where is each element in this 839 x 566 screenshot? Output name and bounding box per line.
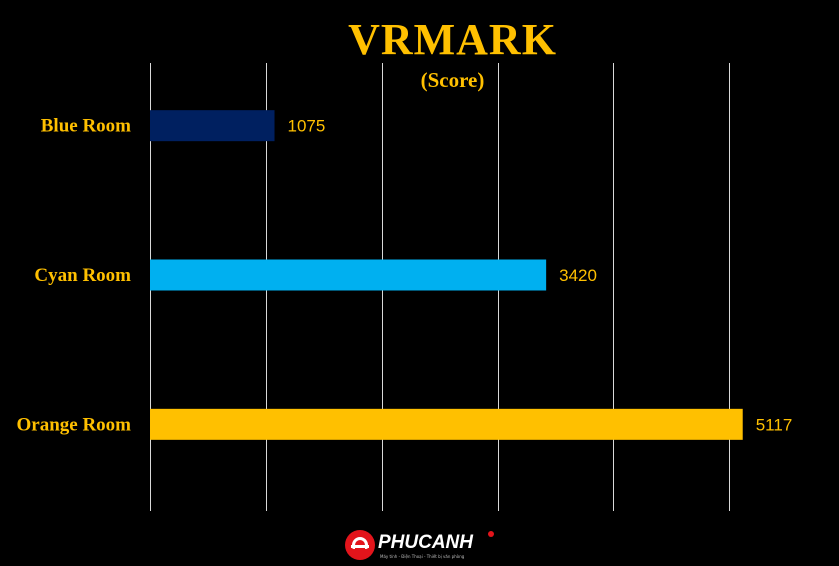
bars [150, 110, 743, 440]
bar-blue-room [150, 110, 275, 142]
bar-cyan-room [150, 259, 547, 291]
phucanh-logo: PHUCANH Máy tính - Điện Thoại - Thiết bị… [345, 530, 495, 562]
category-label: Orange Room [16, 414, 131, 435]
logo-wordmark: PHUCANH [378, 532, 473, 553]
data-label: 5117 [756, 415, 793, 434]
data-label: 1075 [288, 117, 326, 136]
chart-title: VRMARK [348, 15, 557, 64]
data-label: 3420 [559, 266, 597, 285]
chart-subtitle: (Score) [420, 68, 485, 92]
category-label: Cyan Room [34, 265, 131, 286]
category-label: Blue Room [41, 116, 131, 137]
bar-orange-room [150, 408, 743, 440]
labels: Blue Room 1075 Cyan Room 3420 Orange Room 511… [16, 116, 792, 436]
logo-mark-icon [345, 530, 375, 560]
registered-mark-icon [488, 531, 494, 537]
logo-tagline: Máy tính - Điện Thoại - Thiết bị văn phò… [380, 554, 465, 559]
